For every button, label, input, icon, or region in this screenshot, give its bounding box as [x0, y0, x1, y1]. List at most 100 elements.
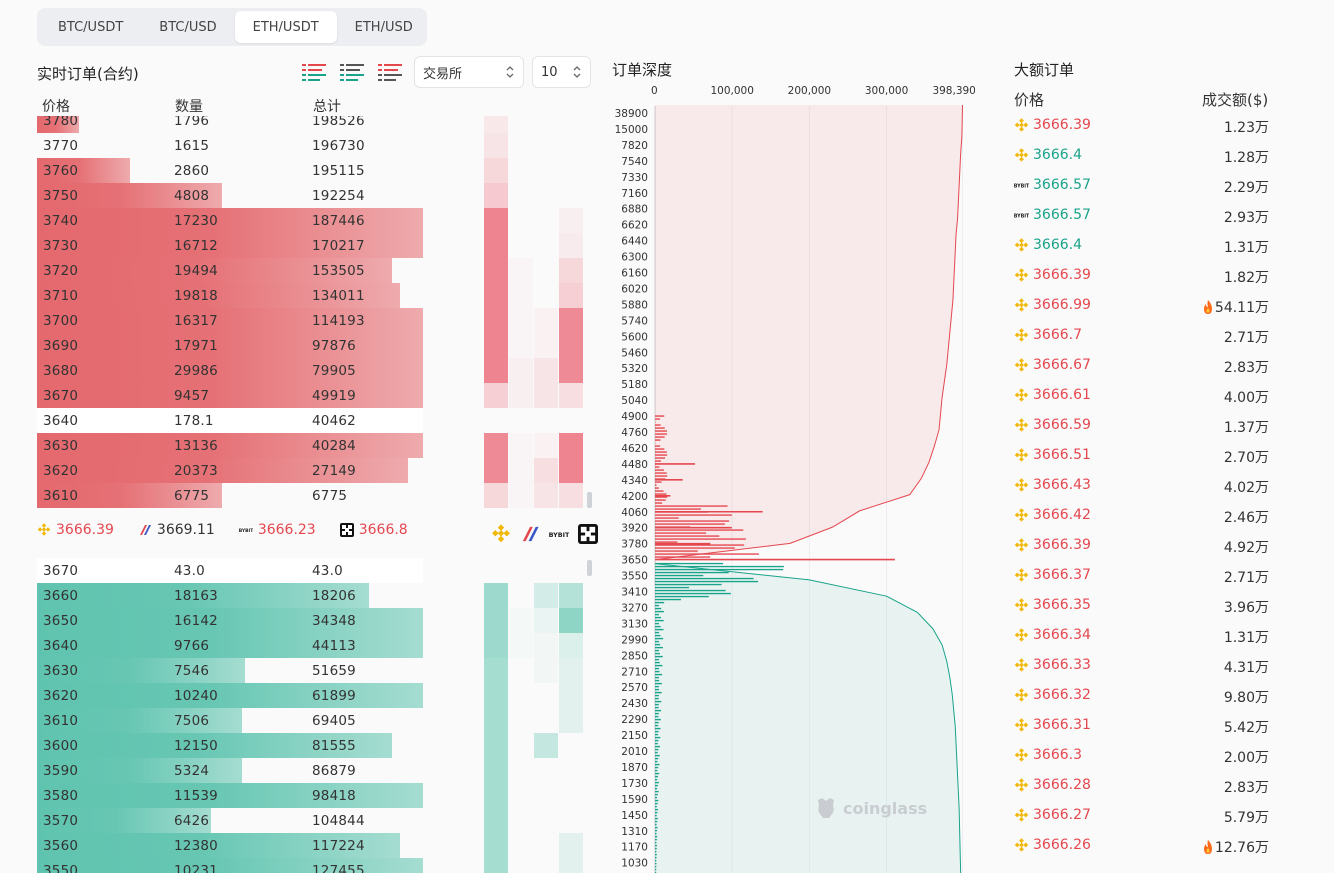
big-order-row[interactable]: 3666.31 5.42万	[1014, 711, 1269, 741]
okx-filter[interactable]	[578, 524, 598, 548]
ask-row[interactable]: 3710 19818 134011	[37, 283, 423, 308]
bid-row[interactable]: 3660 18163 18206	[37, 583, 423, 608]
bid-row[interactable]: 3580 11539 98418	[37, 783, 423, 808]
depth-select[interactable]: 10	[532, 56, 591, 88]
binance-icon	[1014, 358, 1029, 372]
ask-qty: 4808	[174, 188, 210, 204]
tab-btc-usd[interactable]: BTC/USD	[159, 19, 217, 35]
heat-cell	[484, 383, 508, 408]
bid-row[interactable]: 3640 9766 44113	[37, 633, 423, 658]
big-order-row[interactable]: 3666.37 2.71万	[1014, 561, 1269, 591]
big-order-row[interactable]: 3666.42 2.46万	[1014, 501, 1269, 531]
bybit-filter[interactable]: BYBIT	[549, 524, 570, 548]
exchange-price-okx[interactable]: 3666.8	[339, 522, 408, 538]
ask-depth-bar	[37, 233, 423, 258]
big-order-amount-text: 12.76万	[1214, 840, 1269, 856]
big-order-row[interactable]: 3666.59 1.37万	[1014, 411, 1269, 441]
ask-row[interactable]: 3680 29986 79905	[37, 358, 423, 383]
binance-filter[interactable]	[491, 524, 511, 548]
exchange-select[interactable]: 交易所	[414, 56, 524, 88]
exchange-price-bybit[interactable]: BYBIT 3666.23	[238, 522, 316, 538]
bid-row[interactable]: 3550 10231 127455	[37, 858, 423, 873]
view-asks-icon[interactable]	[378, 62, 404, 82]
big-order-amount: 4.31万	[1224, 657, 1269, 677]
bid-row[interactable]: 3560 12380 117224	[37, 833, 423, 858]
binance-icon	[1014, 118, 1029, 132]
big-order-row[interactable]: 3666.43 4.02万	[1014, 471, 1269, 501]
tab-btc-usdt[interactable]: BTC/USDT	[58, 19, 124, 35]
view-bids-icon[interactable]	[340, 62, 366, 82]
heat-cell	[534, 858, 558, 873]
bid-heat-row	[484, 858, 584, 873]
view-both-icon[interactable]	[302, 62, 328, 82]
bybit-icon: BYBIT	[1014, 212, 1030, 220]
big-order-row[interactable]: 3666.39 4.92万	[1014, 531, 1269, 561]
big-order-row[interactable]: 3666.39 1.82万	[1014, 261, 1269, 291]
ask-row[interactable]: 3770 1615 196730	[37, 133, 423, 158]
ask-row[interactable]: 3630 13136 40284	[37, 433, 423, 458]
big-order-row[interactable]: 3666.4 1.31万	[1014, 231, 1269, 261]
bid-heat-row	[484, 658, 584, 683]
mid-price-row[interactable]: 3640 178.1 40462	[37, 408, 423, 433]
asks-scrollbar[interactable]	[587, 492, 592, 508]
big-order-row[interactable]: 3666.39 1.23万	[1014, 111, 1269, 141]
bid-row[interactable]: 3600 12150 81555	[37, 733, 423, 758]
big-order-row[interactable]: 3666.27 5.79万	[1014, 801, 1269, 831]
ask-price: 3760	[43, 163, 79, 179]
bid-row[interactable]: 3630 7546 51659	[37, 658, 423, 683]
exchange-price-binance[interactable]: 3666.39	[37, 522, 114, 538]
ask-total: 170217	[312, 238, 365, 254]
big-order-row[interactable]: 3666.67 2.83万	[1014, 351, 1269, 381]
ask-row[interactable]: 3620 20373 27149	[37, 458, 423, 483]
big-order-amount: 1.23万	[1224, 117, 1269, 137]
big-order-amount: 2.93万	[1224, 207, 1269, 227]
heat-cell	[509, 658, 533, 683]
ask-row[interactable]: 3610 6775 6775	[37, 483, 423, 508]
ask-row[interactable]: 3740 17230 187446	[37, 208, 423, 233]
col-qty-header: 数量	[175, 99, 203, 115]
ask-heat-row	[484, 116, 584, 133]
ask-row[interactable]: 3690 17971 97876	[37, 333, 423, 358]
ask-row[interactable]: 3720 19494 153505	[37, 258, 423, 283]
big-order-row[interactable]: BYBIT 3666.57 2.29万	[1014, 171, 1269, 201]
big-order-row[interactable]: 3666.28 2.83万	[1014, 771, 1269, 801]
bid-row[interactable]: 3570 6426 104844	[37, 808, 423, 833]
big-order-row[interactable]: 3666.33 4.31万	[1014, 651, 1269, 681]
ask-row[interactable]: 3700 16317 114193	[37, 308, 423, 333]
big-order-row[interactable]: 3666.61 4.00万	[1014, 381, 1269, 411]
big-order-row[interactable]: 3666.35 3.96万	[1014, 591, 1269, 621]
big-order-row[interactable]: 3666.99 54.11万	[1014, 291, 1269, 321]
big-order-row[interactable]: 3666.26 12.76万	[1014, 831, 1269, 861]
big-order-row[interactable]: 3666.34 1.31万	[1014, 621, 1269, 651]
ask-qty: 6775	[174, 488, 210, 504]
bid-row[interactable]: 3620 10240 61899	[37, 683, 423, 708]
big-order-row[interactable]: 3666.7 2.71万	[1014, 321, 1269, 351]
bid-row[interactable]: 3610 7506 69405	[37, 708, 423, 733]
tab-eth-usdt[interactable]: ETH/USDT	[234, 11, 337, 43]
bid-heat-row	[484, 633, 584, 658]
big-order-price: 3666.39	[1033, 117, 1091, 133]
bids-scrollbar[interactable]	[587, 560, 592, 576]
bid-qty: 7546	[174, 663, 210, 679]
tab-eth-usd[interactable]: ETH/USD	[354, 19, 413, 35]
heat-cell	[534, 383, 558, 408]
big-order-row[interactable]: BYBIT 3666.57 2.93万	[1014, 201, 1269, 231]
exchange-price-bitmex[interactable]: 3669.11	[138, 522, 215, 538]
ask-row[interactable]: 3670 9457 49919	[37, 383, 423, 408]
bid-price: 3590	[43, 763, 79, 779]
ask-row[interactable]: 3750 4808 192254	[37, 183, 423, 208]
ask-price: 3670	[43, 388, 79, 404]
big-order-row[interactable]: 3666.51 2.70万	[1014, 441, 1269, 471]
heat-cell	[559, 308, 583, 333]
big-order-row[interactable]: 3666.4 1.28万	[1014, 141, 1269, 171]
bitmex-filter[interactable]	[520, 524, 540, 548]
big-order-row[interactable]: 3666.3 2.00万	[1014, 741, 1269, 771]
ask-row[interactable]: 3780 1796 198526	[37, 116, 423, 133]
ask-row[interactable]: 3760 2860 195115	[37, 158, 423, 183]
big-orders-title: 大额订单	[1014, 61, 1075, 79]
bid-row[interactable]: 3670 43.0 43.0	[37, 558, 423, 583]
big-order-row[interactable]: 3666.32 9.80万	[1014, 681, 1269, 711]
bid-row[interactable]: 3650 16142 34348	[37, 608, 423, 633]
bid-row[interactable]: 3590 5324 86879	[37, 758, 423, 783]
ask-row[interactable]: 3730 16712 170217	[37, 233, 423, 258]
